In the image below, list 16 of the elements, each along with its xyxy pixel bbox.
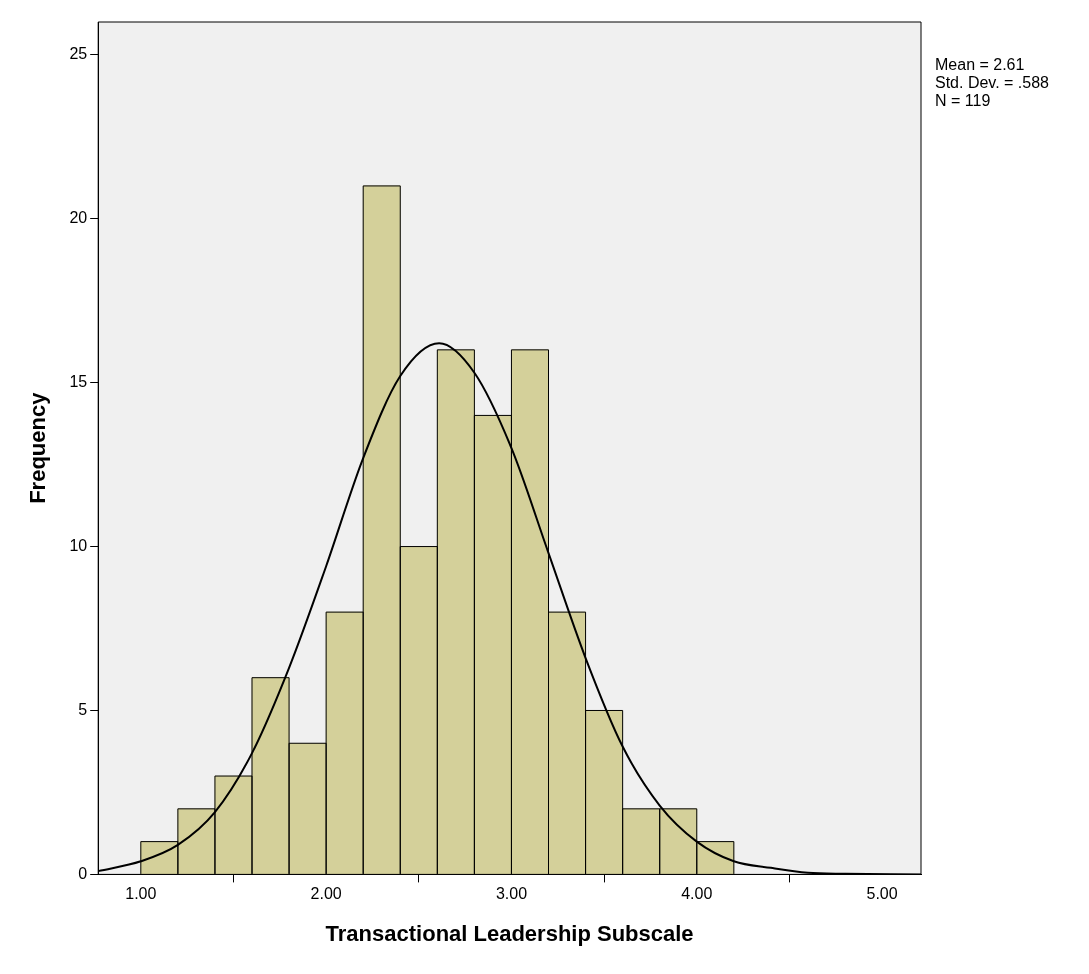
y-tick-label: 15 — [69, 373, 88, 391]
y-tick-label: 25 — [69, 45, 88, 63]
text: Std. Dev. = .588 — [935, 74, 1050, 92]
y-tick-label: 20 — [69, 209, 88, 227]
x-tick-label: 4.00 — [681, 885, 713, 903]
x-axis-title: Transactional Leadership Subscale — [325, 920, 694, 946]
text: N = 119 — [935, 92, 991, 110]
y-tick-label: 10 — [69, 536, 88, 554]
text: Mean = 2.61 — [935, 56, 1025, 74]
y-tick-label: 0 — [78, 864, 88, 882]
x-tick-label: 3.00 — [495, 885, 528, 903]
y-axis-title: Frequency — [25, 391, 51, 504]
x-tick-label: 5.00 — [866, 885, 898, 903]
x-tick-label: 1.00 — [125, 885, 157, 903]
y-tick-label: 5 — [78, 700, 88, 718]
x-tick-label: 2.00 — [310, 885, 342, 903]
